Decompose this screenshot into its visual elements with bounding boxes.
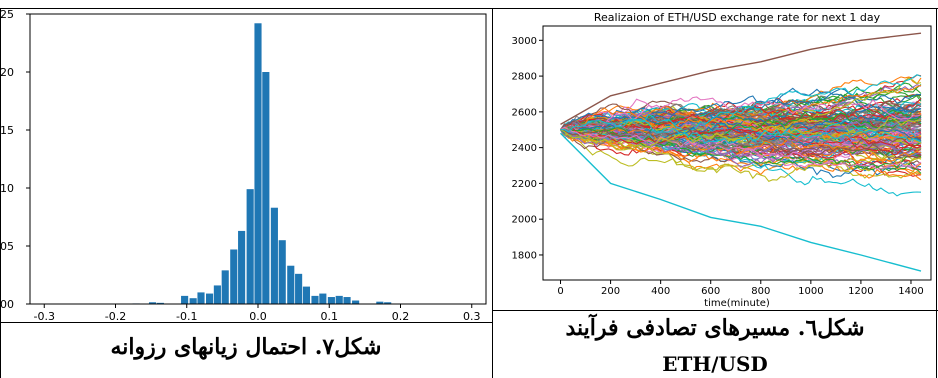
histogram-bar (343, 297, 351, 304)
histogram-bar (262, 72, 270, 304)
y-tick-label: 2400 (512, 143, 537, 154)
y-tick-label: 15 (0, 124, 14, 137)
x-tick-label: 600 (701, 286, 720, 297)
random-path (560, 126, 922, 170)
x-tick-label: -0.1 (176, 310, 197, 322)
x-tick-label: 800 (751, 286, 770, 297)
random-path (560, 77, 922, 145)
table-border-right-cell (492, 310, 938, 311)
histogram-bar (230, 249, 238, 304)
histogram-bar (376, 301, 384, 304)
paths-group (560, 32, 922, 272)
histogram-bar (221, 270, 229, 304)
x-tick-label: -0.2 (105, 310, 126, 322)
histogram-bar (156, 302, 164, 304)
random-path (560, 107, 922, 138)
x-tick-label: 200 (601, 286, 620, 297)
y-tick-label: 00 (0, 298, 14, 311)
table-border-right (936, 8, 937, 378)
random-path (560, 96, 922, 136)
extreme-path (560, 32, 922, 126)
y-tick-label: 3000 (512, 36, 537, 47)
x-tick-label: -0.3 (34, 310, 55, 322)
random-path (560, 84, 922, 132)
histogram-bar (197, 292, 205, 304)
x-tick-label: 0.0 (249, 310, 267, 322)
random-path (560, 74, 922, 135)
x-tick-label: 0 (557, 286, 563, 297)
random-path (560, 118, 922, 158)
chart-title: Realizaion of ETH/USD exchange rate for … (594, 11, 881, 24)
table-border-left (0, 8, 1, 378)
x-tick-label: 1200 (848, 286, 873, 297)
x-tick-label: 1400 (898, 286, 923, 297)
histogram-bar (148, 302, 157, 304)
histogram-bar (246, 189, 254, 304)
histogram-bar (278, 240, 286, 304)
x-tick-label: 1000 (798, 286, 823, 297)
x-tick-label: 400 (651, 286, 670, 297)
random-path (560, 120, 922, 147)
x-axis-label: time(minute) (704, 298, 770, 309)
histogram-bar (302, 286, 311, 304)
random-path (560, 129, 922, 179)
histogram-chart: -0.3 -0.2 -0.1 0.0 0.1 0.2 0.3 00 05 10 15 20 25 (0, 8, 487, 322)
y-tick-label: 25 (0, 8, 14, 21)
random-path (560, 112, 922, 131)
histogram-bar (335, 295, 343, 304)
histogram-bar (319, 293, 327, 304)
x-tick-label: 0.1 (321, 310, 339, 322)
y-tick-label: 2000 (512, 215, 537, 226)
y-tick-label: 1800 (512, 250, 537, 261)
histogram-bar (384, 302, 392, 304)
table-border-top (0, 8, 938, 9)
histogram-bar (287, 265, 295, 304)
y-tick-label: 20 (0, 66, 14, 79)
paths-axes-frame (542, 25, 932, 281)
x-tick-label: 0.2 (392, 310, 410, 322)
extreme-path (560, 132, 922, 272)
histogram-bar (295, 273, 303, 304)
histogram-bar (181, 295, 189, 304)
table-border-middle (492, 8, 493, 378)
histogram-bar (254, 23, 262, 304)
histogram-bar (189, 298, 197, 304)
random-path (560, 127, 922, 149)
x-tick-label: 0.3 (463, 310, 481, 322)
random-path (560, 107, 922, 143)
figure6-caption-symbol: ETH/USD (662, 352, 768, 376)
histogram-bar (327, 297, 335, 304)
y-tick-label: 2800 (512, 72, 537, 83)
random-path (560, 127, 922, 159)
random-path (560, 128, 922, 164)
histogram-bar (311, 295, 319, 304)
y-tick-label: 2200 (512, 179, 537, 190)
histogram-bar (213, 285, 221, 304)
histogram-bar (205, 293, 214, 304)
random-path (560, 129, 922, 182)
random-path (560, 116, 922, 151)
y-tick-label: 05 (0, 240, 14, 253)
figure7-caption: شکل۷. احتمال زیانهای رزوانه (110, 334, 382, 360)
random-path (560, 118, 922, 144)
y-tick-label: 2600 (512, 107, 537, 118)
random-paths-chart: 0 200 400 600 800 1000 1200 1400 1800 2000 2200 240… (512, 11, 932, 309)
random-path (560, 119, 922, 142)
histogram-bar (352, 300, 360, 304)
table-border-left-cell (0, 322, 492, 323)
y-tick-label: 10 (0, 182, 14, 195)
figure6-caption: شکل٦. مسیرهای تصادفی فرآیند (565, 315, 865, 341)
histogram-bar (270, 207, 278, 304)
histogram-bar (238, 230, 246, 304)
